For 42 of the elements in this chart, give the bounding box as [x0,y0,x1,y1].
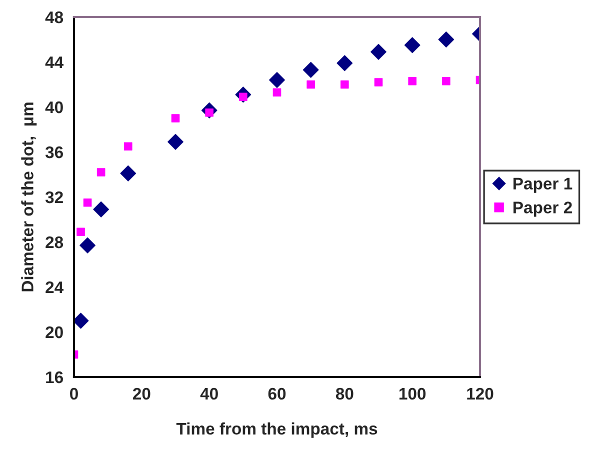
y-tick-label: 32 [45,191,63,204]
point [374,78,383,86]
point [408,76,416,86]
point [80,237,96,254]
point [442,76,450,86]
y-tick-label: 28 [46,236,64,248]
y-tick-label: 20 [46,326,63,338]
y-tick-label: 24 [46,281,64,294]
y-tick-label: 16 [46,371,63,384]
point [336,55,353,72]
y-axis-title: Diameter of the dot, μm [21,102,37,292]
point [272,88,282,97]
x-tick-label: 0 [70,388,78,400]
x-tick-label: 60 [268,388,286,400]
point [306,80,315,89]
y-tick-label: 36 [45,146,63,158]
y-tick-label: 40 [45,101,63,114]
point [83,198,92,207]
x-tick-label: 100 [399,388,426,400]
point [74,312,89,329]
point [269,72,285,88]
legend-label: Paper 2 [514,202,572,217]
point [76,228,85,236]
y-tick-label: 48 [45,11,64,24]
x-tick-label: 120 [467,388,494,400]
y-tick-label: 44 [45,56,64,68]
x-tick-label: 20 [132,388,150,400]
point [120,165,136,182]
x-tick-label: 80 [336,388,354,400]
x-tick-label: 40 [200,388,218,400]
point [340,80,349,89]
point [124,142,132,151]
point [93,201,110,218]
point [96,168,106,176]
x-axis-title: Time from the impact, ms [176,422,378,438]
point [168,134,184,150]
point [404,37,420,54]
point [438,32,454,48]
point [171,114,180,122]
legend-label: Paper 1 [514,178,572,193]
point [302,62,319,78]
point [370,44,386,60]
